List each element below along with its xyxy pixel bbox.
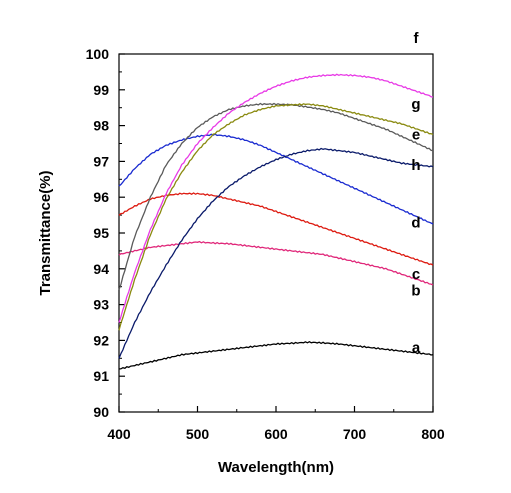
series-label-d: d bbox=[411, 214, 420, 231]
axis-ticks: 400 500 600 700 800 90 91 92 93 94 95 96 97 98 99 100 bbox=[86, 46, 445, 442]
x-tick-label: 500 bbox=[186, 426, 210, 442]
series-label-f: f bbox=[414, 30, 420, 47]
y-tick-label: 98 bbox=[93, 118, 109, 134]
series-label-c: c bbox=[412, 266, 420, 283]
series-line-e bbox=[118, 102, 434, 290]
y-tick-label: 93 bbox=[93, 297, 109, 313]
y-tick-label: 100 bbox=[86, 46, 110, 62]
series-line-f bbox=[118, 73, 434, 323]
series-labels: f geh d cb a bbox=[411, 30, 420, 357]
x-tick-label: 400 bbox=[107, 426, 131, 442]
series-line-a bbox=[118, 340, 434, 370]
x-tick-label: 600 bbox=[264, 426, 288, 442]
x-tick-label: 700 bbox=[343, 426, 367, 442]
y-tick-label: 97 bbox=[93, 153, 109, 169]
series-line-c bbox=[118, 192, 434, 266]
series-label-b: b bbox=[411, 282, 420, 299]
series-label-h: h bbox=[411, 157, 420, 174]
y-tick-label: 91 bbox=[93, 368, 109, 384]
series-label-e: e bbox=[412, 127, 420, 144]
series-label-a: a bbox=[412, 340, 421, 357]
y-axis-title: Transmittance(%) bbox=[37, 170, 54, 295]
x-axis-title: Wavelength(nm) bbox=[218, 459, 334, 476]
y-tick-label: 94 bbox=[93, 261, 109, 277]
series-lines bbox=[118, 73, 434, 370]
series-line-b bbox=[118, 240, 434, 286]
series-label-g: g bbox=[411, 96, 420, 113]
y-tick-label: 92 bbox=[93, 332, 109, 348]
x-tick-label: 800 bbox=[421, 426, 445, 442]
series-line-h bbox=[118, 147, 434, 359]
y-tick-label: 95 bbox=[93, 225, 109, 241]
series-line-g bbox=[118, 103, 434, 331]
y-tick-label: 96 bbox=[93, 189, 109, 205]
y-tick-label: 90 bbox=[93, 404, 109, 420]
series-line-d bbox=[118, 133, 434, 225]
y-tick-label: 99 bbox=[93, 82, 109, 98]
